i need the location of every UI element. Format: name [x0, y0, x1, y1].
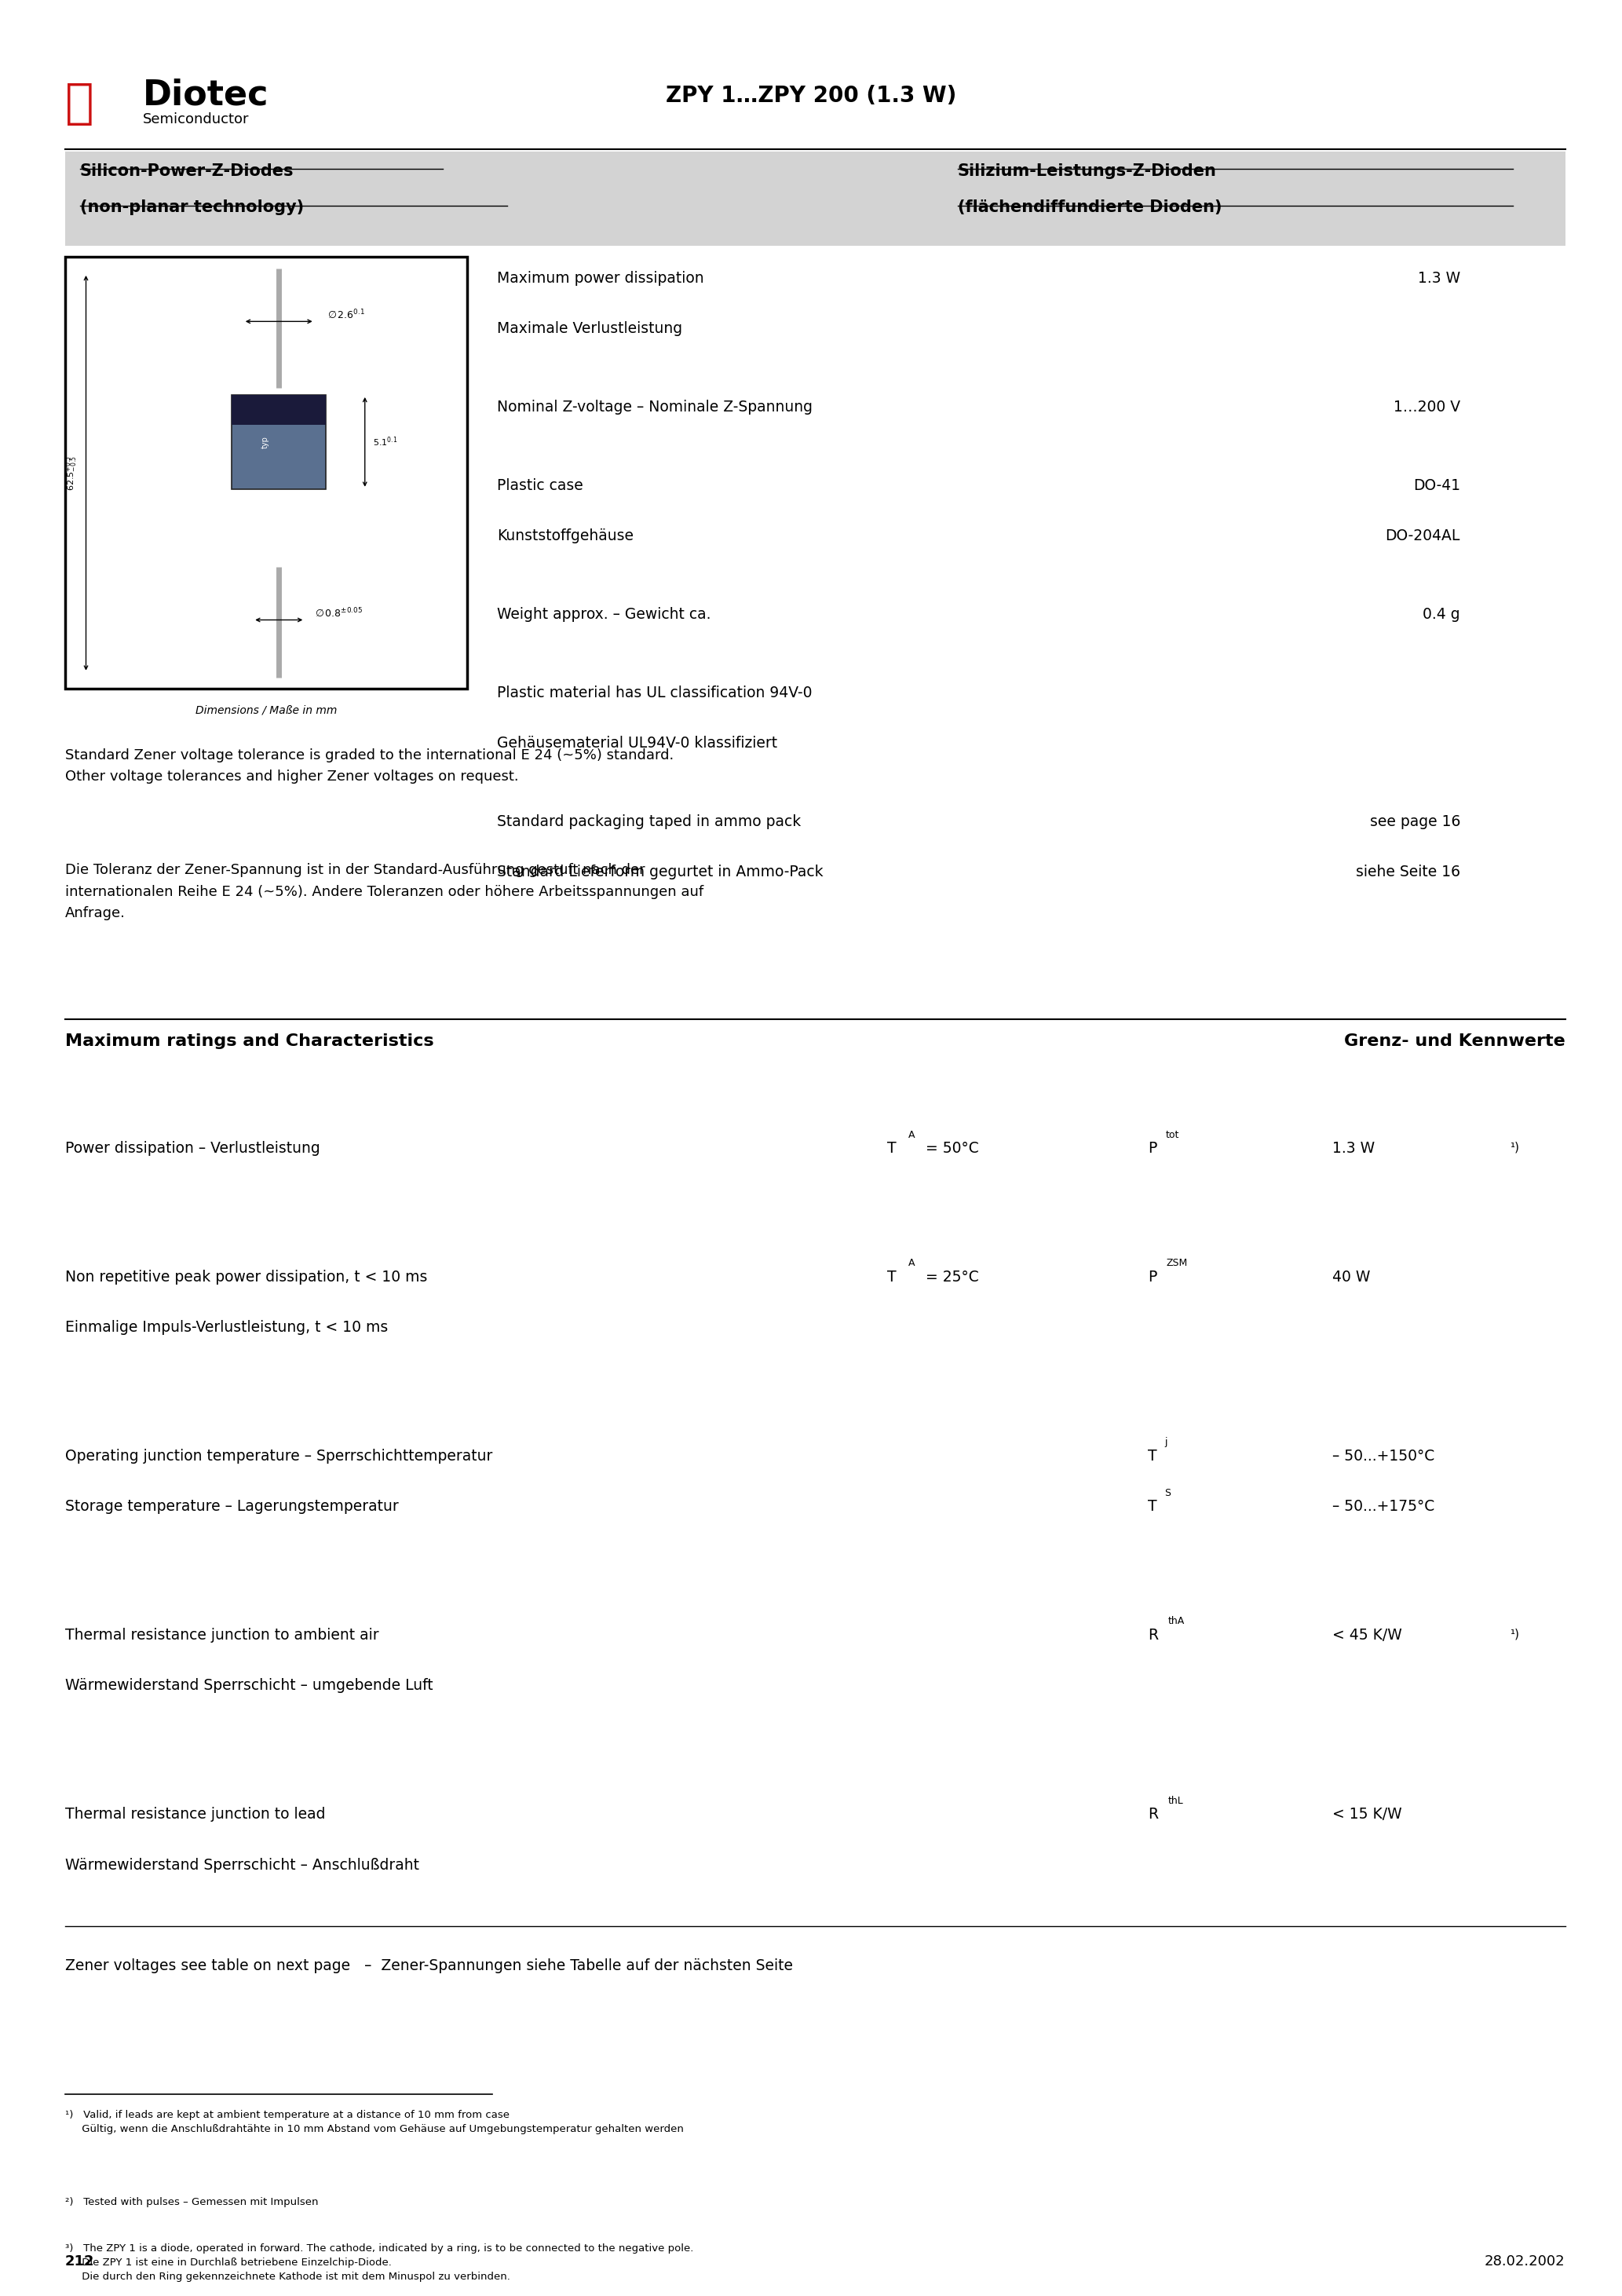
Text: ³)   The ZPY 1 is a diode, operated in forward. The cathode, indicated by a ring: ³) The ZPY 1 is a diode, operated in for…: [65, 2243, 693, 2282]
Text: Nominal Z-voltage – Nominale Z-Spannung: Nominal Z-voltage – Nominale Z-Spannung: [496, 400, 813, 416]
Text: 212: 212: [65, 2255, 94, 2268]
Text: A: A: [908, 1130, 915, 1139]
Bar: [65, 257, 467, 689]
Text: Weight approx. – Gewicht ca.: Weight approx. – Gewicht ca.: [496, 606, 710, 622]
Text: ZSM: ZSM: [1166, 1258, 1187, 1267]
Text: j: j: [1165, 1437, 1168, 1446]
Text: 1…200 V: 1…200 V: [1393, 400, 1460, 416]
Text: Semiconductor: Semiconductor: [143, 113, 250, 126]
Text: Die Toleranz der Zener-Spannung ist in der Standard-Ausführung gestuft nach der
: Die Toleranz der Zener-Spannung ist in d…: [65, 863, 704, 921]
Text: ¹)   Valid, if leads are kept at ambient temperature at a distance of 10 mm from: ¹) Valid, if leads are kept at ambient t…: [65, 2110, 683, 2135]
Text: siehe Seite 16: siehe Seite 16: [1356, 866, 1460, 879]
Text: R: R: [1148, 1628, 1158, 1642]
Text: Plastic material has UL classification 94V-0: Plastic material has UL classification 9…: [496, 684, 813, 700]
Text: Standard Lieferform gegurtet in Ammo-Pack: Standard Lieferform gegurtet in Ammo-Pac…: [496, 866, 824, 879]
Text: – 50...+150°C: – 50...+150°C: [1333, 1449, 1435, 1463]
Text: DO-204AL: DO-204AL: [1385, 528, 1460, 544]
Text: 1.3 W: 1.3 W: [1333, 1141, 1375, 1155]
Text: 0.4 g: 0.4 g: [1422, 606, 1460, 622]
Text: see page 16: see page 16: [1369, 815, 1460, 829]
Text: Maximum ratings and Characteristics: Maximum ratings and Characteristics: [65, 1033, 433, 1049]
Text: Grenz- und Kennwerte: Grenz- und Kennwerte: [1345, 1033, 1565, 1049]
Text: (flächendiffundierte Dioden): (flächendiffundierte Dioden): [957, 200, 1221, 216]
Bar: [65, 152, 1565, 246]
Text: = 50°C: = 50°C: [926, 1141, 980, 1155]
Text: Power dissipation – Verlustleistung: Power dissipation – Verlustleistung: [65, 1141, 320, 1155]
Text: Standard packaging taped in ammo pack: Standard packaging taped in ammo pack: [496, 815, 801, 829]
Text: 40 W: 40 W: [1333, 1270, 1371, 1283]
Text: Kunststoffgehäuse: Kunststoffgehäuse: [496, 528, 634, 544]
Text: Diotec: Diotec: [143, 78, 269, 113]
Text: $5.1^{0.1}$: $5.1^{0.1}$: [373, 436, 397, 448]
Text: Wärmewiderstand Sperrschicht – umgebende Luft: Wärmewiderstand Sperrschicht – umgebende…: [65, 1678, 433, 1692]
Text: T: T: [1148, 1499, 1156, 1513]
Text: Non repetitive peak power dissipation, t < 10 ms: Non repetitive peak power dissipation, t…: [65, 1270, 427, 1283]
Text: (non-planar technology): (non-planar technology): [79, 200, 303, 216]
Text: P: P: [1148, 1141, 1156, 1155]
Text: ⅀: ⅀: [65, 80, 94, 129]
Text: Plastic case: Plastic case: [496, 478, 584, 494]
Text: Einmalige Impuls-Verlustleistung, t < 10 ms: Einmalige Impuls-Verlustleistung, t < 10…: [65, 1320, 388, 1334]
Text: ²)   Tested with pulses – Gemessen mit Impulsen: ²) Tested with pulses – Gemessen mit Imp…: [65, 2197, 318, 2206]
Text: Silicon-Power-Z-Diodes: Silicon-Power-Z-Diodes: [79, 163, 294, 179]
Text: Silizium-Leistungs-Z-Dioden: Silizium-Leistungs-Z-Dioden: [957, 163, 1216, 179]
Text: T: T: [887, 1270, 897, 1283]
Text: = 25°C: = 25°C: [926, 1270, 980, 1283]
Text: ¹): ¹): [1510, 1628, 1520, 1639]
Text: ¹): ¹): [1510, 1141, 1520, 1153]
Text: Zener voltages see table on next page   –  Zener-Spannungen siehe Tabelle auf de: Zener voltages see table on next page – …: [65, 1958, 793, 1972]
Bar: [232, 395, 326, 425]
Text: P: P: [1148, 1270, 1156, 1283]
Bar: [232, 395, 326, 489]
Text: T: T: [1148, 1449, 1156, 1463]
Text: Maximum power dissipation: Maximum power dissipation: [496, 271, 704, 285]
Text: tot: tot: [1166, 1130, 1179, 1139]
Text: Standard Zener voltage tolerance is graded to the international E 24 (~5%) stand: Standard Zener voltage tolerance is grad…: [65, 748, 673, 783]
Text: typ: typ: [261, 436, 269, 448]
Text: R: R: [1148, 1807, 1158, 1821]
Text: Dimensions / Maße in mm: Dimensions / Maße in mm: [195, 705, 337, 716]
Text: Thermal resistance junction to lead: Thermal resistance junction to lead: [65, 1807, 324, 1821]
Text: thL: thL: [1168, 1795, 1182, 1805]
Text: $\varnothing\,0.8^{\pm0.05}$: $\varnothing\,0.8^{\pm0.05}$: [315, 606, 362, 620]
Text: T: T: [887, 1141, 897, 1155]
Text: 1.3 W: 1.3 W: [1418, 271, 1460, 285]
Text: thA: thA: [1168, 1616, 1184, 1626]
Text: Storage temperature – Lagerungstemperatur: Storage temperature – Lagerungstemperatu…: [65, 1499, 399, 1513]
Text: ZPY 1…ZPY 200 (1.3 W): ZPY 1…ZPY 200 (1.3 W): [665, 85, 957, 108]
Text: $\varnothing\,2.6^{0.1}$: $\varnothing\,2.6^{0.1}$: [328, 308, 365, 321]
Text: Gehäusematerial UL94V-0 klassifiziert: Gehäusematerial UL94V-0 klassifiziert: [496, 735, 777, 751]
Text: S: S: [1165, 1488, 1171, 1497]
Text: Thermal resistance junction to ambient air: Thermal resistance junction to ambient a…: [65, 1628, 378, 1642]
Text: $62.5^{+0.5}_{-0.5}$: $62.5^{+0.5}_{-0.5}$: [65, 455, 79, 491]
Text: 28.02.2002: 28.02.2002: [1484, 2255, 1565, 2268]
Text: A: A: [908, 1258, 915, 1267]
Text: DO-41: DO-41: [1413, 478, 1460, 494]
Text: – 50...+175°C: – 50...+175°C: [1333, 1499, 1435, 1513]
Text: < 45 K/W: < 45 K/W: [1333, 1628, 1403, 1642]
Text: Operating junction temperature – Sperrschichttemperatur: Operating junction temperature – Sperrsc…: [65, 1449, 491, 1463]
Text: Maximale Verlustleistung: Maximale Verlustleistung: [496, 321, 683, 335]
Text: Wärmewiderstand Sperrschicht – Anschlußdraht: Wärmewiderstand Sperrschicht – Anschlußd…: [65, 1857, 418, 1871]
Text: < 15 K/W: < 15 K/W: [1333, 1807, 1403, 1821]
